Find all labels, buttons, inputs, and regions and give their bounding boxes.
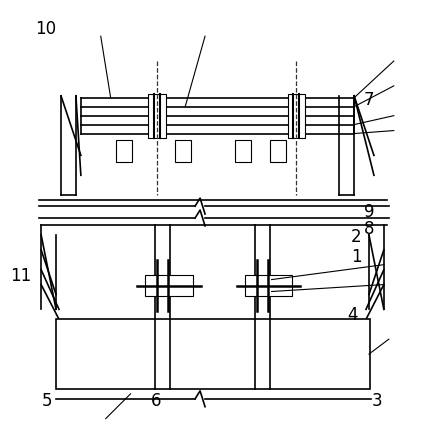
Bar: [56, 319, 370, 389]
Text: 10: 10: [35, 20, 56, 38]
Text: 11: 11: [10, 267, 31, 285]
Text: 6: 6: [151, 391, 162, 410]
Text: 1: 1: [351, 248, 362, 266]
Text: 3: 3: [372, 391, 383, 410]
Text: 9: 9: [364, 203, 374, 221]
Bar: [235, 140, 251, 162]
Bar: [287, 94, 305, 137]
Text: 5: 5: [42, 391, 52, 410]
Text: 7: 7: [364, 91, 374, 109]
Text: 2: 2: [351, 229, 362, 247]
Bar: [270, 140, 285, 162]
Bar: [145, 275, 193, 296]
Text: 4: 4: [347, 306, 357, 324]
Bar: [175, 140, 191, 162]
Bar: [148, 94, 166, 137]
Text: 8: 8: [364, 220, 374, 238]
Bar: [245, 275, 293, 296]
Bar: [116, 140, 131, 162]
